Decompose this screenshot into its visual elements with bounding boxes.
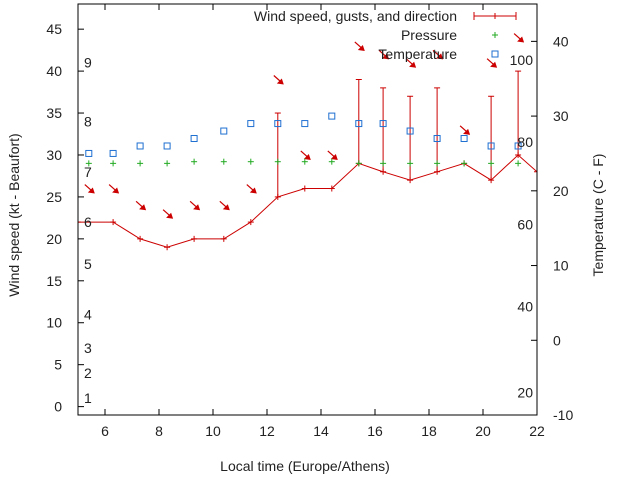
x-tick-label: 10 [205,423,221,439]
x-axis-title: Local time (Europe/Athens) [220,458,390,474]
beaufort-label: 2 [84,365,92,381]
y-tick-label: 15 [46,273,62,289]
plot-frame [77,3,538,416]
y-tick-label: 5 [54,357,62,373]
axes: 6 8 10 12 14 16 18 20 22051015202530354045-10010… [46,3,573,439]
y-tick-label: 0 [54,399,62,415]
y-tick-label: 35 [46,105,62,121]
wind-direction-arrowhead [436,53,444,60]
wind-direction-arrowhead [517,36,525,43]
x-tick-label: 16 [367,423,383,439]
temperature-point [460,135,468,143]
legend-label: Temperature [378,46,457,62]
wind-direction-arrowhead [357,44,365,51]
legend-symbol-temperature [491,50,499,58]
x-tick-label: 14 [313,423,329,439]
wind-direction-arrowhead [409,61,417,68]
legend-label: Wind speed, gusts, and direction [254,8,457,24]
temperature-point [220,127,228,135]
y-axis-title: Wind speed (kt - Beaufort) [6,133,22,296]
temperature-point [85,149,93,157]
temperature-point [274,120,282,128]
y2-tick-label: -10 [553,407,573,423]
plot-area [78,33,537,251]
beaufort-label: 9 [84,55,92,71]
x-tick-label: 20 [475,423,491,439]
fahrenheit-label: 100 [510,52,534,68]
temperature-point [514,142,522,150]
temperature-point [487,142,495,150]
temperature-point [301,120,309,128]
legend: Wind speed, gusts, and direction Pressure… [254,8,517,62]
x-tick-label: 6 [101,423,109,439]
y2-axis-title: Temperature (C - F) [590,154,606,277]
wind-direction-arrowhead [303,153,311,160]
wind-direction-arrowhead [490,61,498,68]
fahrenheit-label: 80 [517,134,533,150]
wind-direction-arrowhead [139,204,147,211]
beaufort-label: 1 [84,390,92,406]
y2-tick-label: 10 [553,258,569,274]
temperature-point [433,135,441,143]
temperature-point [355,120,363,128]
temperature-point [190,135,198,143]
y2-tick-label: 0 [553,332,561,348]
wind-direction-arrowhead [249,187,257,194]
y-tick-label: 25 [46,189,62,205]
wind-direction-arrowhead [193,204,201,211]
series-group [78,33,537,251]
wind-direction-arrowhead [382,53,390,60]
beaufort-label: 6 [84,214,92,230]
fahrenheit-label: 20 [517,385,533,401]
wind-speed-line [78,154,537,248]
wind-direction-arrowhead [463,128,471,135]
wind-direction-arrowhead [276,78,284,85]
y2-tick-label: 30 [553,108,569,124]
temperature-point [406,127,414,135]
fahrenheit-label: 60 [517,216,533,232]
legend-label: Pressure [401,27,457,43]
temperature-point [136,142,144,150]
wind-direction-arrowhead [222,204,230,211]
x-tick-label: 22 [529,423,545,439]
y-tick-label: 10 [46,315,62,331]
y2-tick-label: 20 [553,183,569,199]
x-tick-label: 8 [155,423,163,439]
beaufort-label: 3 [84,340,92,356]
wind-direction-arrowhead [330,153,338,160]
y-tick-label: 45 [46,21,62,37]
temperature-point [163,142,171,150]
y2-tick-label: 40 [553,33,569,49]
beaufort-label: 8 [84,113,92,129]
x-tick-label: 18 [421,423,437,439]
wind-direction-arrowhead [112,187,120,194]
x-tick-label: 12 [259,423,275,439]
wind-direction-arrowhead [166,212,174,219]
beaufort-label: 7 [84,164,92,180]
beaufort-label: 5 [84,256,92,272]
y-tick-label: 40 [46,63,62,79]
temperature-point [247,120,255,128]
y-tick-label: 20 [46,231,62,247]
fahrenheit-label: 40 [517,299,533,315]
temperature-point [109,149,117,157]
wind-direction-arrowhead [87,187,95,194]
temperature-point [328,112,336,120]
temperature-point [379,120,387,128]
beaufort-label: 4 [84,306,92,322]
y-tick-label: 30 [46,147,62,163]
